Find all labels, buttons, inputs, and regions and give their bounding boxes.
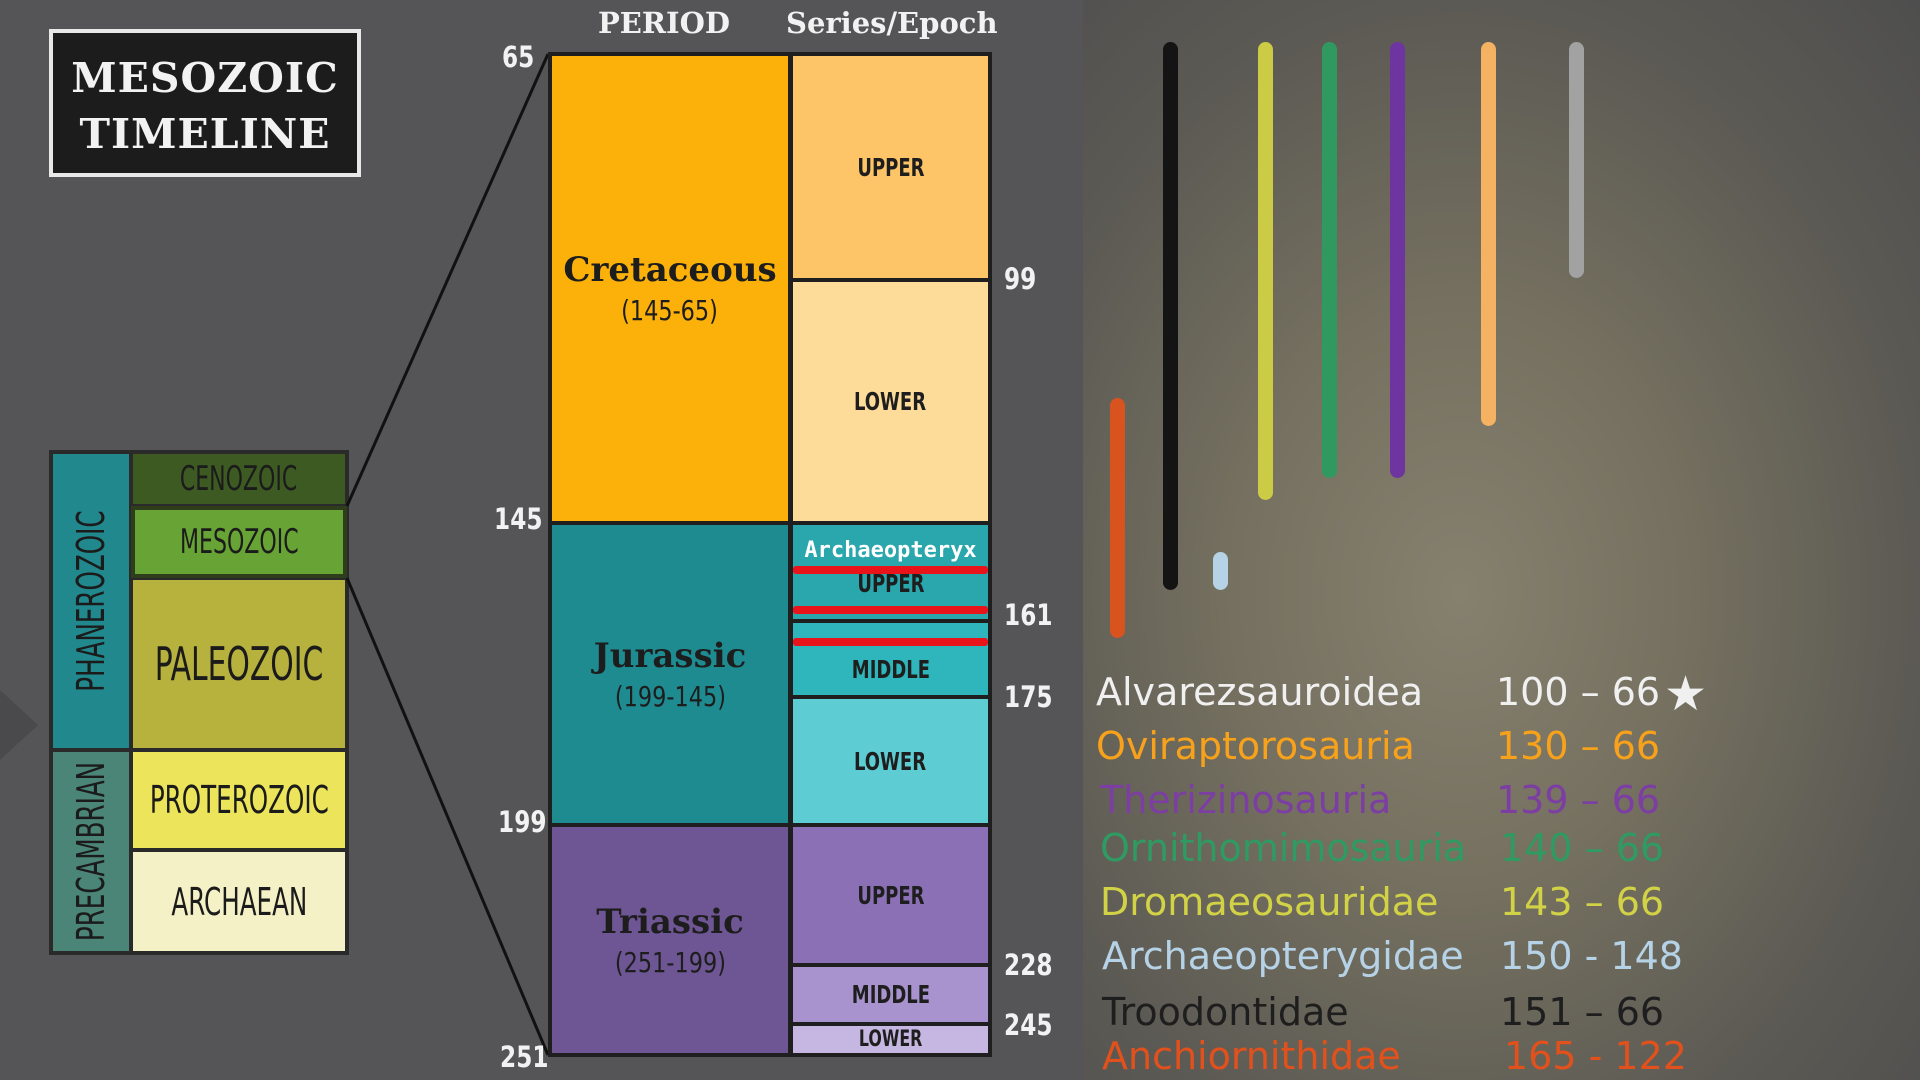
legend-range: 139 – 66 bbox=[1496, 778, 1661, 822]
epoch-cretaceous-upper: UPPER bbox=[793, 56, 988, 278]
legend-range: 140 – 66 bbox=[1500, 826, 1665, 870]
tick-145: 145 bbox=[494, 502, 543, 536]
epoch-cretaceous-lower: LOWER bbox=[793, 282, 988, 521]
range-bar-oviraptorosauria bbox=[1481, 42, 1496, 426]
tick-245: 245 bbox=[1004, 1008, 1053, 1042]
epoch-jurassic-middle: MIDDLE bbox=[793, 623, 988, 695]
tick-228: 228 bbox=[1004, 948, 1053, 982]
connector-line-top bbox=[345, 53, 550, 507]
tick-99: 99 bbox=[1004, 262, 1037, 296]
tick-65: 65 bbox=[502, 40, 535, 74]
era-proterozoic: PROTEROZOIC bbox=[131, 750, 347, 850]
range-bar-anchiornithidae bbox=[1110, 398, 1125, 638]
archaeopteryx-label: Archaeopteryx bbox=[804, 538, 977, 563]
legend-range: 143 – 66 bbox=[1500, 880, 1665, 924]
epoch-triassic-middle: MIDDLE bbox=[793, 967, 988, 1022]
legend-range: 151 – 66 bbox=[1500, 990, 1665, 1034]
red-marker-line-1 bbox=[793, 566, 988, 574]
period-name: Triassic bbox=[596, 901, 744, 942]
range-bar-alvarezsauroidea bbox=[1569, 42, 1584, 278]
era-archaean: ARCHAEAN bbox=[131, 850, 347, 953]
legend-name: Ornithomimosauria bbox=[1100, 826, 1467, 870]
legend-name: Therizinosauria bbox=[1100, 778, 1392, 822]
period-jurassic: Jurassic (199-145) bbox=[552, 525, 788, 823]
legend-range: 150 - 148 bbox=[1500, 934, 1683, 978]
legend-name: Anchiornithidae bbox=[1102, 1034, 1401, 1078]
legend-name: Alvarezsauroidea bbox=[1096, 670, 1423, 714]
range-bar-ornithomimosauria bbox=[1322, 42, 1337, 478]
tick-161: 161 bbox=[1004, 598, 1053, 632]
legend-range: 130 – 66 bbox=[1496, 724, 1661, 768]
range-bar-archaeopterygidae bbox=[1213, 552, 1228, 590]
epoch-jurassic-lower: LOWER bbox=[793, 699, 988, 823]
range-bar-dromaeosauridae bbox=[1258, 42, 1273, 500]
range-bar-therizinosauria bbox=[1390, 42, 1405, 478]
legend-name: Dromaeosauridae bbox=[1100, 880, 1439, 924]
legend-range: 165 - 122 bbox=[1504, 1034, 1687, 1078]
legend-range: 100 – 66 bbox=[1496, 670, 1661, 714]
legend-name: Oviraptorosauria bbox=[1096, 724, 1415, 768]
period-range: (145-65) bbox=[621, 294, 719, 327]
right-panel bbox=[1083, 0, 1920, 1080]
epoch-triassic-upper: UPPER bbox=[793, 827, 988, 963]
zoom-connector-lines bbox=[345, 53, 550, 1056]
era-mesozoic: MESOZOIC bbox=[131, 506, 347, 578]
tick-199: 199 bbox=[498, 805, 547, 839]
star-icon: ★ bbox=[1664, 666, 1708, 722]
period-header: PERIOD bbox=[598, 6, 730, 40]
legend-name: Troodontidae bbox=[1102, 990, 1349, 1034]
period-cretaceous: Cretaceous (145-65) bbox=[552, 56, 788, 521]
period-name: Cretaceous bbox=[563, 250, 777, 290]
connector-line-bottom bbox=[345, 577, 550, 1056]
timeline-title: MESOZOIC TIMELINE bbox=[49, 29, 361, 177]
epoch-header: Series/Epoch bbox=[786, 6, 998, 40]
period-triassic: Triassic (251-199) bbox=[552, 827, 788, 1053]
red-marker-line-2 bbox=[793, 606, 988, 614]
period-name: Jurassic bbox=[593, 635, 747, 676]
tick-175: 175 bbox=[1004, 680, 1053, 714]
tick-251: 251 bbox=[500, 1040, 549, 1074]
range-bar-troodontidae bbox=[1163, 42, 1178, 590]
period-range: (251-199) bbox=[614, 945, 726, 979]
title-line-1: MESOZOIC bbox=[71, 54, 339, 102]
title-line-2: TIMELINE bbox=[79, 110, 331, 158]
red-marker-line-3 bbox=[793, 638, 988, 646]
era-paleozoic: PALEOZOIC bbox=[131, 578, 347, 750]
epoch-triassic-lower: LOWER bbox=[793, 1026, 988, 1053]
period-range: (199-145) bbox=[614, 679, 726, 713]
legend-name: Archaeopterygidae bbox=[1102, 934, 1464, 978]
arrow-shape bbox=[0, 690, 38, 760]
era-cenozoic: CENOZOIC bbox=[131, 452, 347, 506]
